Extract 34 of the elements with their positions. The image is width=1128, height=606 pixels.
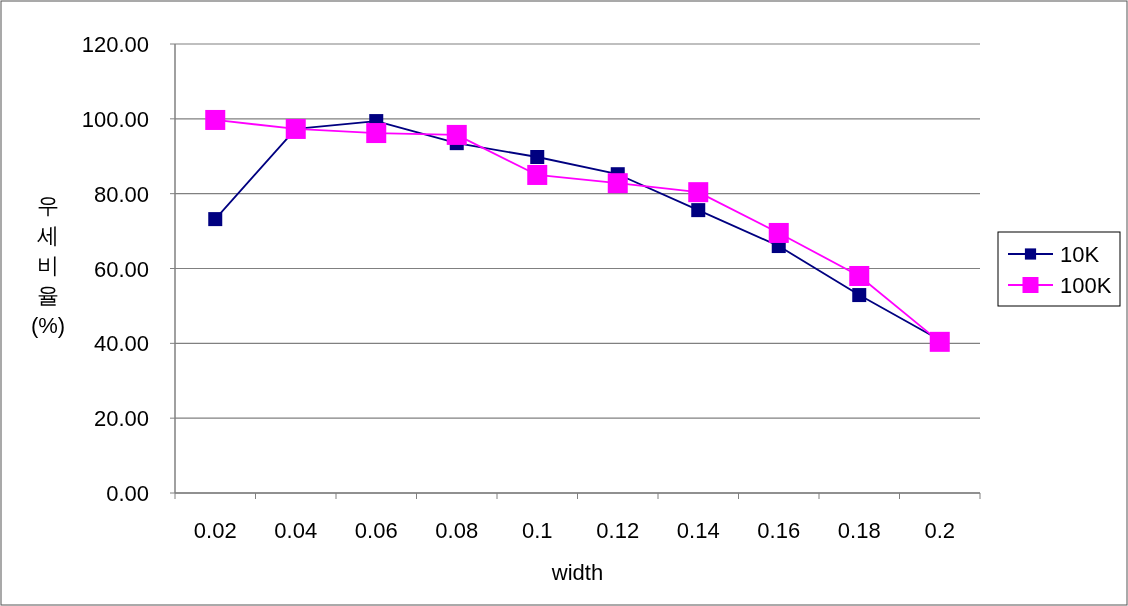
x-tick-label: 0.12 <box>596 518 640 543</box>
point <box>527 164 548 185</box>
legend-label: 100K <box>1060 273 1112 298</box>
point <box>607 173 628 194</box>
point <box>852 288 867 303</box>
point <box>208 212 223 227</box>
y-tick-label: 40.00 <box>93 331 149 357</box>
x-tick-label: 0.16 <box>757 518 801 543</box>
point <box>205 109 226 130</box>
point <box>688 182 709 203</box>
y-tick-label: 20.00 <box>93 406 149 432</box>
x-axis-title: width <box>550 560 604 585</box>
point <box>768 222 789 243</box>
legend-label: 10K <box>1060 242 1100 267</box>
y-axis-title: 우세비율(%) <box>30 193 66 338</box>
x-tick-label: 0.06 <box>354 518 398 543</box>
y-tick-label: 0.00 <box>106 481 149 506</box>
x-tick-label: 0.04 <box>274 518 318 543</box>
point <box>691 203 706 218</box>
x-tick-label: 0.08 <box>435 518 479 543</box>
x-tick-label: 0.2 <box>924 518 956 543</box>
point <box>366 123 387 144</box>
point <box>530 150 545 164</box>
x-tick-label: 0.14 <box>676 518 720 543</box>
point <box>849 265 870 286</box>
y-tick-label: 80.00 <box>93 181 149 207</box>
x-tick-label: 0.18 <box>837 518 881 543</box>
x-tick-label: 0.02 <box>193 518 237 543</box>
point <box>446 124 467 145</box>
y-tick-label: 100.00 <box>81 106 149 132</box>
y-tick-label: 120.00 <box>81 32 149 57</box>
x-tick-label: 0.1 <box>521 518 553 543</box>
y-tick-label: 60.00 <box>93 256 149 282</box>
point <box>929 331 950 352</box>
